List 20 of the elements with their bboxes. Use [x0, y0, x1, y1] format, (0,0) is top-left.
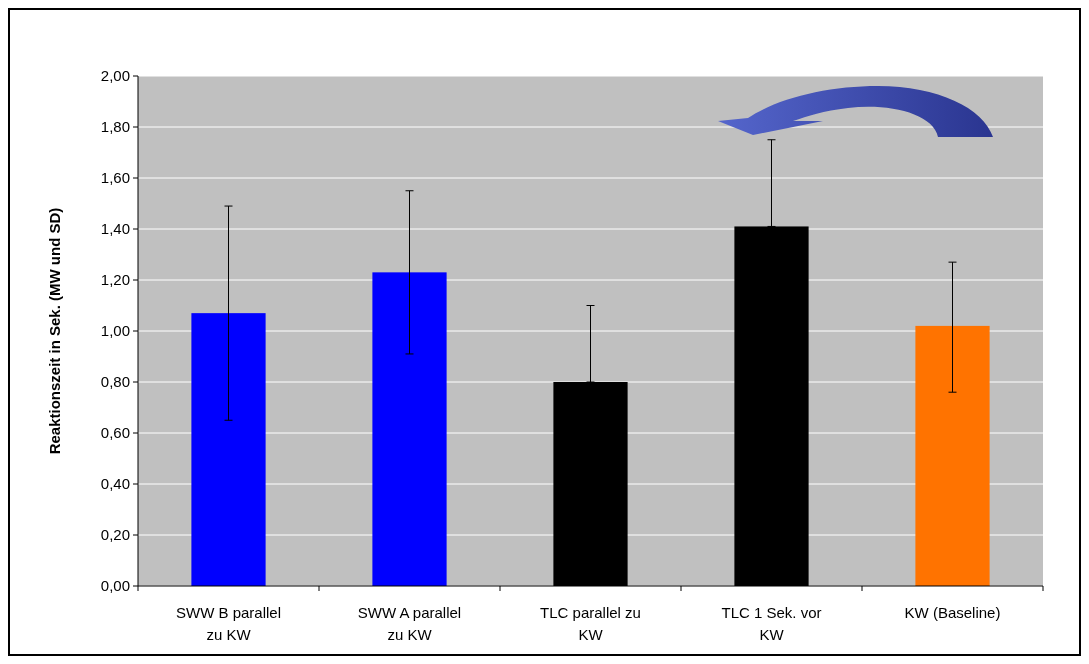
x-tick-label: SWW A parallel zu KW: [357, 604, 462, 643]
y-tick-label: 1,20: [100, 271, 130, 289]
x-tick-label: TLC 1 Sek. vor KW: [721, 604, 822, 643]
y-tick-label: 2,00: [100, 67, 130, 85]
bar: [372, 272, 447, 586]
y-axis-title: Reaktionszeit in Sek. (MW und SD): [46, 207, 63, 455]
y-tick-label: 1,40: [100, 220, 130, 238]
y-tick-label: 0,60: [100, 424, 130, 442]
y-tick-label: 1,80: [100, 118, 130, 136]
y-tick-label: 1,60: [100, 169, 130, 187]
x-tick-label: SWW B parallel zu KW: [175, 604, 282, 643]
y-tick-label: 0,00: [100, 577, 130, 595]
y-tick-label: 0,80: [100, 373, 130, 391]
bar: [191, 313, 266, 586]
bar: [915, 325, 990, 586]
y-tick-label: 0,20: [100, 526, 130, 544]
y-tick-label: 0,40: [100, 475, 130, 493]
x-tick-label: TLC parallel zu KW: [540, 604, 641, 643]
x-tick-label: KW (Baseline): [904, 604, 1001, 621]
y-tick-label: 1,00: [100, 322, 130, 340]
